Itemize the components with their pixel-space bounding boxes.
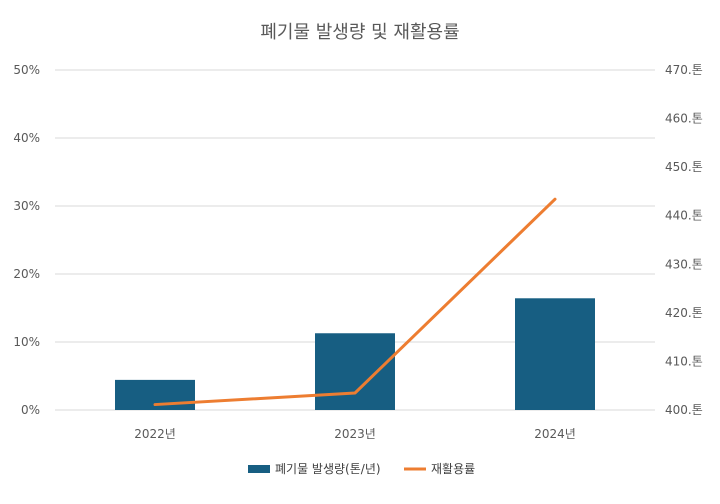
legend: 폐기물 발생량(톤/년) 재활용률: [248, 462, 475, 476]
right-axis-tick-label: 420.톤: [665, 306, 703, 320]
bar: [315, 333, 395, 410]
left-axis-tick-label: 40%: [13, 131, 40, 145]
chart-title: 폐기물 발생량 및 재활용률: [260, 22, 459, 43]
right-axis-tick-label: 410.톤: [665, 354, 703, 368]
right-axis-tick-label: 450.톤: [665, 160, 703, 174]
legend-label-line: 재활용률: [431, 462, 475, 476]
x-axis-tick-label: 2023년: [334, 427, 376, 441]
left-axis-tick-label: 30%: [13, 199, 40, 213]
left-axis-tick-label: 0%: [21, 403, 40, 417]
legend-label-bar: 폐기물 발생량(톤/년): [275, 462, 381, 476]
right-axis-tick-label: 400.톤: [665, 403, 703, 417]
right-axis-tick-label: 460.톤: [665, 112, 703, 126]
bar: [515, 298, 595, 410]
x-axis-tick-label: 2022년: [134, 427, 176, 441]
right-axis-tick-label: 430.톤: [665, 257, 703, 271]
right-axis-tick-label: 470.톤: [665, 63, 703, 77]
left-axis-ticks: 0% 10% 20% 30% 40% 50%: [13, 63, 40, 417]
legend-bar-swatch: [248, 465, 270, 473]
left-axis-tick-label: 50%: [13, 63, 40, 77]
x-axis-ticks: 2022년 2023년 2024년: [134, 427, 576, 441]
right-axis-ticks: 400.톤 410.톤 420.톤 430.톤 440.톤 450.톤 460.톤 470.톤: [665, 63, 703, 417]
left-axis-tick-label: 10%: [13, 335, 40, 349]
x-axis-tick-label: 2024년: [534, 427, 576, 441]
right-axis-tick-label: 440.톤: [665, 209, 703, 223]
left-axis-tick-label: 20%: [13, 267, 40, 281]
